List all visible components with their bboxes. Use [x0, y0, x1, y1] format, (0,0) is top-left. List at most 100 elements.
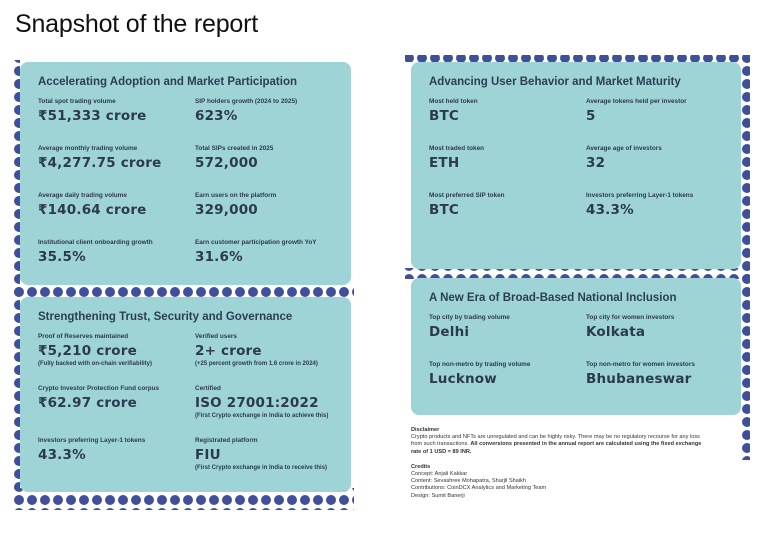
- stat-note: (Fully backed with on-chain verifiabilit…: [38, 361, 153, 367]
- stat-value: ₹51,333 crore: [38, 108, 147, 124]
- stat-value: BTC: [429, 202, 460, 218]
- stat-label: Registrated platform: [195, 437, 258, 444]
- stat: Most held token BTC: [429, 98, 586, 145]
- credits-heading: Credits: [411, 463, 431, 470]
- stat: Average daily trading volume ₹140.64 cror…: [38, 192, 195, 239]
- stat: SIP holders growth (2024 to 2025) 623%: [195, 98, 333, 145]
- stat-value: Lucknow: [429, 371, 497, 387]
- stat: Institutional client onboarding growth 35…: [38, 239, 195, 286]
- stat-value: 43.3%: [38, 447, 86, 463]
- credit-line: Concept: Anjali Kakkar: [411, 471, 468, 478]
- stat-label: Average tokens held per investor: [586, 98, 687, 105]
- stat-label: Most held token: [429, 98, 478, 105]
- stat: Verified users 2+ crore (+25 percent growt…: [195, 333, 333, 385]
- stat-value: Kolkata: [586, 324, 646, 340]
- stat: Certified ISO 27001:2022 (First Crypto exc…: [195, 385, 333, 437]
- stat-label: Total spot trading volume: [38, 98, 116, 105]
- stat: Investors preferring Layer-1 tokens 43.3%: [38, 437, 195, 489]
- stat-value: ₹5,210 crore: [38, 343, 137, 359]
- stat-note: (First Crypto exchange in India to recei…: [195, 465, 328, 471]
- stat-label: Top city for women investors: [586, 314, 675, 321]
- stat-label: Top non-metro by trading volume: [429, 361, 531, 368]
- stat: Earn customer participation growth YoY 31…: [195, 239, 333, 286]
- disclaimer-emphasis: All conversions presented in the annual …: [411, 441, 702, 455]
- stat-label: Most traded token: [429, 145, 485, 152]
- stat: Total spot trading volume ₹51,333 crore: [38, 98, 195, 145]
- stat: Registrated platform FIU (First Crypto exc…: [195, 437, 333, 489]
- card-heading: Accelerating Adoption and Market Partici…: [38, 76, 298, 88]
- spacer: [411, 456, 711, 464]
- stat-label: Verified users: [195, 333, 237, 340]
- stat: Crypto Investor Protection Fund corpus ₹6…: [38, 385, 195, 437]
- card: Strengthening Trust, Security and Govern…: [20, 297, 351, 492]
- stat: Most preferred SIP token BTC: [429, 192, 586, 239]
- stat-value: 623%: [195, 108, 238, 124]
- stat: Top city by trading volume Delhi: [429, 314, 586, 361]
- stat: Top city for women investors Kolkata: [586, 314, 723, 361]
- stat: Most traded token ETH: [429, 145, 586, 192]
- credit-line: Content: Sevashree Mohapatra, Sharjil Sh…: [411, 478, 527, 485]
- stat-value: 32: [586, 155, 606, 171]
- stat-label: Certified: [195, 385, 221, 392]
- stat-label: Average daily trading volume: [38, 192, 127, 199]
- stat-label: Institutional client onboarding growth: [38, 239, 153, 246]
- stat-value: ISO 27001:2022: [195, 395, 319, 411]
- stat: Average monthly trading volume ₹4,277.75 …: [38, 145, 195, 192]
- disclaimer-body: Crypto products and NFTs are unregulated…: [411, 434, 700, 448]
- stat-value: 5: [586, 108, 596, 124]
- credits: Concept: Anjali Kakkar Content: Sevashree…: [411, 471, 711, 500]
- stat-value: 572,000: [195, 155, 258, 171]
- stat-value: Delhi: [429, 324, 470, 340]
- stat-value: 2+ crore: [195, 343, 262, 359]
- stat-grid: Total spot trading volume ₹51,333 crore SI…: [38, 98, 333, 286]
- stat: Average tokens held per investor 5: [586, 98, 723, 145]
- stat-value: FIU: [195, 447, 221, 463]
- stat-label: Earn users on the platform: [195, 192, 277, 199]
- page-title: Snapshot of the report: [15, 10, 258, 38]
- stat-label: SIP holders growth (2024 to 2025): [195, 98, 298, 105]
- stat-label: Proof of Reserves maintained: [38, 333, 129, 340]
- stat-value: ₹140.64 crore: [38, 202, 147, 218]
- disclaimer-heading: Disclaimer: [411, 427, 440, 433]
- stat-value: ₹62.97 crore: [38, 395, 137, 411]
- stat-grid: Most held token BTC Average tokens held pe…: [429, 98, 723, 239]
- stat-label: Top non-metro for women investors: [586, 361, 695, 368]
- stat-label: Investors preferring Layer-1 tokens: [586, 192, 694, 199]
- stat-value: Bhubaneswar: [586, 371, 692, 387]
- card: Advancing User Behavior and Market Matur…: [411, 62, 741, 269]
- stat: Top non-metro by trading volume Lucknow: [429, 361, 586, 408]
- stat-value: ETH: [429, 155, 460, 171]
- card-heading: A New Era of Broad-Based National Inclus…: [429, 292, 677, 304]
- stat-grid: Top city by trading volume Delhi Top city …: [429, 314, 723, 408]
- stat-label: Most preferred SIP token: [429, 192, 505, 199]
- stat-value: ₹4,277.75 crore: [38, 155, 162, 171]
- fine-print: Disclaimer Crypto products and NFTs are …: [411, 427, 711, 500]
- stat-label: Crypto Investor Protection Fund corpus: [38, 385, 160, 392]
- card-heading: Advancing User Behavior and Market Matur…: [429, 76, 681, 88]
- credit-line: Design: Sumit Banerji: [411, 492, 465, 499]
- stat-label: Average monthly trading volume: [38, 145, 138, 152]
- stat-grid: Proof of Reserves maintained ₹5,210 crore…: [38, 333, 333, 489]
- stat-label: Total SIPs created in 2025: [195, 145, 274, 152]
- stat-note: (+25 percent growth from 1.6 crore in 20…: [195, 361, 318, 367]
- stat-label: Average age of investors: [586, 145, 662, 152]
- stat-value: 43.3%: [586, 202, 634, 218]
- disclaimer-text: Crypto products and NFTs are unregulated…: [411, 434, 711, 456]
- stat: Average age of investors 32: [586, 145, 723, 192]
- stat-value: 329,000: [195, 202, 258, 218]
- card: A New Era of Broad-Based National Inclus…: [411, 278, 741, 415]
- stat: Top non-metro for women investors Bhubane…: [586, 361, 723, 408]
- stat: Investors preferring Layer-1 tokens 43.3%: [586, 192, 723, 239]
- stat: Total SIPs created in 2025 572,000: [195, 145, 333, 192]
- stat-value: 35.5%: [38, 249, 86, 265]
- stat-value: 31.6%: [195, 249, 243, 265]
- card-heading: Strengthening Trust, Security and Govern…: [38, 311, 293, 323]
- stat-label: Earn customer participation growth YoY: [195, 239, 317, 246]
- stat-label: Top city by trading volume: [429, 314, 510, 321]
- stat: Proof of Reserves maintained ₹5,210 crore…: [38, 333, 195, 385]
- stat: Earn users on the platform 329,000: [195, 192, 333, 239]
- stat-note: (First Crypto exchange in India to achie…: [195, 413, 329, 419]
- stat-value: BTC: [429, 108, 460, 124]
